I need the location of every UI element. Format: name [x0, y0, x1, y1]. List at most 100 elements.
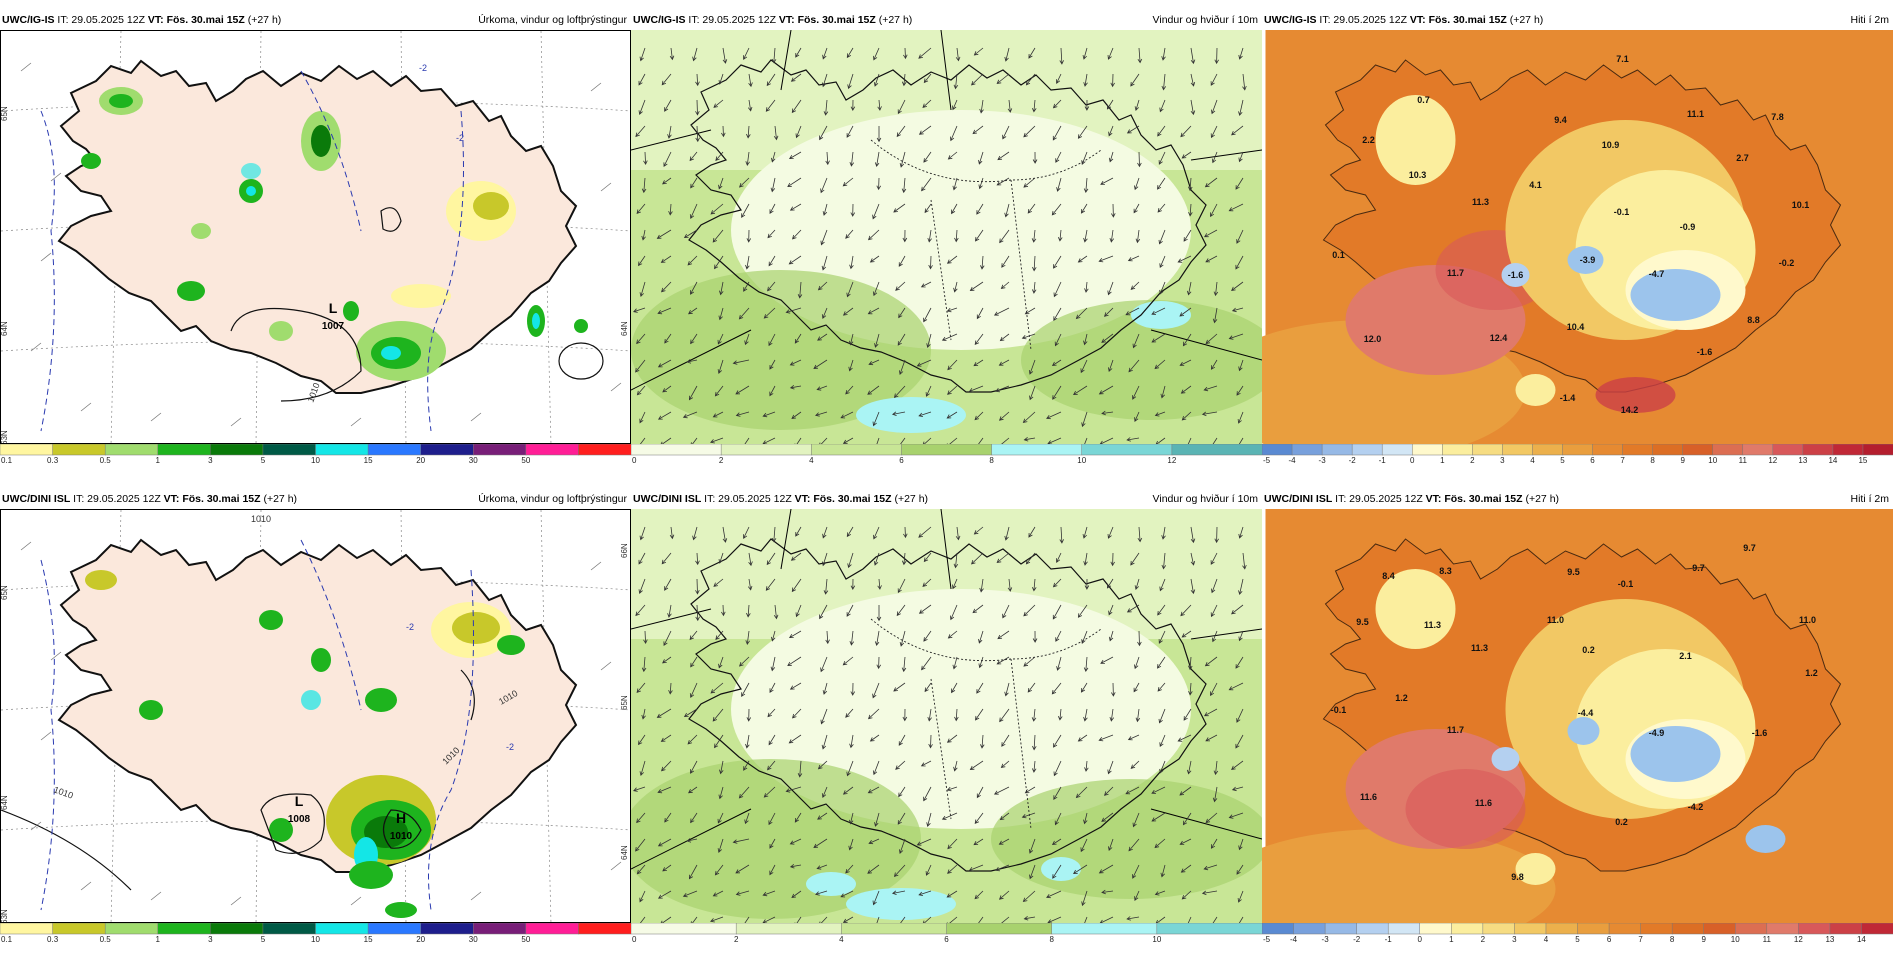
wind-arrow: [718, 552, 724, 564]
wind-arrow: [896, 125, 906, 138]
wind-arrow: [792, 229, 802, 240]
temperature-value: -1.4: [1560, 393, 1576, 403]
wind-arrow: [921, 656, 932, 671]
temperature-map[interactable]: 7.1 0.7 11.1 7.8 2.2 9.4 10.9 2.7 10.3 4…: [1262, 30, 1893, 444]
wind-arrow: [816, 864, 828, 870]
wind-arrow: [1214, 526, 1219, 544]
temperature-value: 9.5: [1356, 617, 1369, 627]
wind-arrow: [846, 47, 854, 59]
wind-arrow: [1081, 630, 1088, 644]
wind-arrow: [710, 682, 724, 694]
colorbar-tick-label: 14: [1857, 935, 1866, 943]
wind-arrow: [1132, 385, 1140, 400]
colorbar-tick-label: -2: [1353, 935, 1361, 943]
wind-arrow: [1203, 229, 1218, 238]
wind-arrow: [823, 578, 829, 595]
wind-arrow: [661, 552, 672, 565]
wind-arrow: [1126, 437, 1140, 442]
wind-arrow: [718, 307, 724, 321]
wind-arrow: [1190, 552, 1196, 566]
wind-arrow: [947, 630, 958, 639]
wind-arrow: [712, 411, 724, 418]
wind-arrow: [664, 333, 672, 344]
wind-arrow: [918, 125, 932, 135]
latitude-labels: 65N 64N 64N 63N: [1, 106, 629, 443]
wind-arrow: [688, 786, 698, 794]
valid-time: VT: Fös. 30.mai 15Z: [1409, 14, 1507, 26]
pressure-centre-low: L 1008: [288, 793, 311, 825]
wind-arrow: [848, 838, 854, 851]
wind-arrow: [918, 604, 932, 614]
wind-arrow: [745, 630, 750, 645]
wind-arrow: [712, 229, 724, 243]
wind-arrow: [974, 890, 984, 900]
wind-arrow: [926, 812, 932, 828]
wind-arrow: [1137, 47, 1143, 64]
wind-arrow: [1188, 203, 1193, 217]
wind-arrow: [1083, 229, 1088, 243]
wind-arrow: [975, 708, 984, 721]
wind-arrow: [1187, 916, 1192, 923]
wind-arrow: [995, 385, 1010, 393]
precipitation-map[interactable]: L 1008 H 1010 1010 1010 1010 1010 -2 -2 …: [0, 509, 631, 923]
wind-arrow: [1025, 552, 1036, 565]
wind-arrow: [946, 437, 958, 444]
wind-arrow: [747, 578, 753, 591]
temperature-value: -0.1: [1614, 207, 1630, 217]
pressure-value: 1007: [322, 321, 345, 332]
wind-arrow: [1179, 838, 1192, 845]
temperature-value: 11.6: [1360, 792, 1377, 802]
wind-arrow: [713, 578, 724, 587]
wind-arrow: [996, 656, 1010, 665]
wind-arrow: [1077, 604, 1088, 618]
wind-arrow: [876, 605, 882, 622]
wind-map[interactable]: [631, 30, 1262, 444]
wind-arrow: [1077, 255, 1088, 263]
wind-arrow: [1201, 890, 1218, 896]
wind-arrow: [788, 734, 802, 744]
wind-arrow: [874, 630, 880, 647]
wind-arrow: [746, 604, 751, 618]
wind-arrow: [717, 333, 724, 345]
wind-arrow: [975, 229, 984, 242]
wind-arrow: [872, 890, 880, 906]
temperature-value: 11.3: [1472, 197, 1489, 207]
wind-arrow: [695, 125, 700, 143]
wind-arrow: [846, 526, 854, 538]
wind-arrow: [692, 47, 698, 62]
wind-arrow: [821, 307, 828, 319]
wind-arrow: [1126, 916, 1140, 921]
wind-arrow: [763, 307, 776, 319]
lat-label: 65N: [620, 695, 629, 710]
wind-arrow: [1151, 812, 1166, 822]
wind-arrow: [997, 630, 1010, 640]
wind-arrow: [1106, 578, 1114, 589]
temperature-map[interactable]: 9.7 8.4 8.3 9.5 -0.1 9.7 9.5 11.3 11.0 1…: [1262, 509, 1893, 923]
wind-arrow: [683, 708, 698, 718]
wind-arrow: [686, 838, 698, 843]
wind-arrow: [689, 151, 698, 162]
wind-arrow: [978, 916, 984, 923]
wind-arrow: [946, 307, 958, 313]
wind-arrow: [1238, 526, 1244, 539]
wind-arrow: [901, 73, 907, 87]
temperature-value: -4.9: [1649, 728, 1665, 738]
colorbar-tick-label: -4: [1288, 456, 1296, 464]
wind-arrow: [795, 47, 802, 58]
wind-map[interactable]: [631, 509, 1262, 923]
wind-arrow: [867, 385, 880, 395]
wind-arrow: [639, 916, 646, 923]
colorbar-tick-label: 1: [156, 935, 161, 943]
colorbar-swatch: [1451, 923, 1484, 935]
precipitation-map[interactable]: L 1007 1010 -2 -2 65N 64N 64N 63N: [0, 30, 631, 444]
wind-arrow: [1158, 630, 1166, 644]
wind-arrow: [1053, 255, 1062, 269]
temperature-value: 0.7: [1417, 95, 1430, 105]
wind-arrow: [952, 99, 958, 111]
wind-arrow: [1032, 630, 1038, 643]
wind-arrow: [636, 203, 646, 215]
colorbar-swatch: [525, 923, 580, 935]
temperature-values: 9.7 8.4 8.3 9.5 -0.1 9.7 9.5 11.3 11.0 1…: [1331, 543, 1818, 882]
wind-arrow: [1212, 437, 1218, 444]
wind-arrow: [1028, 838, 1036, 854]
